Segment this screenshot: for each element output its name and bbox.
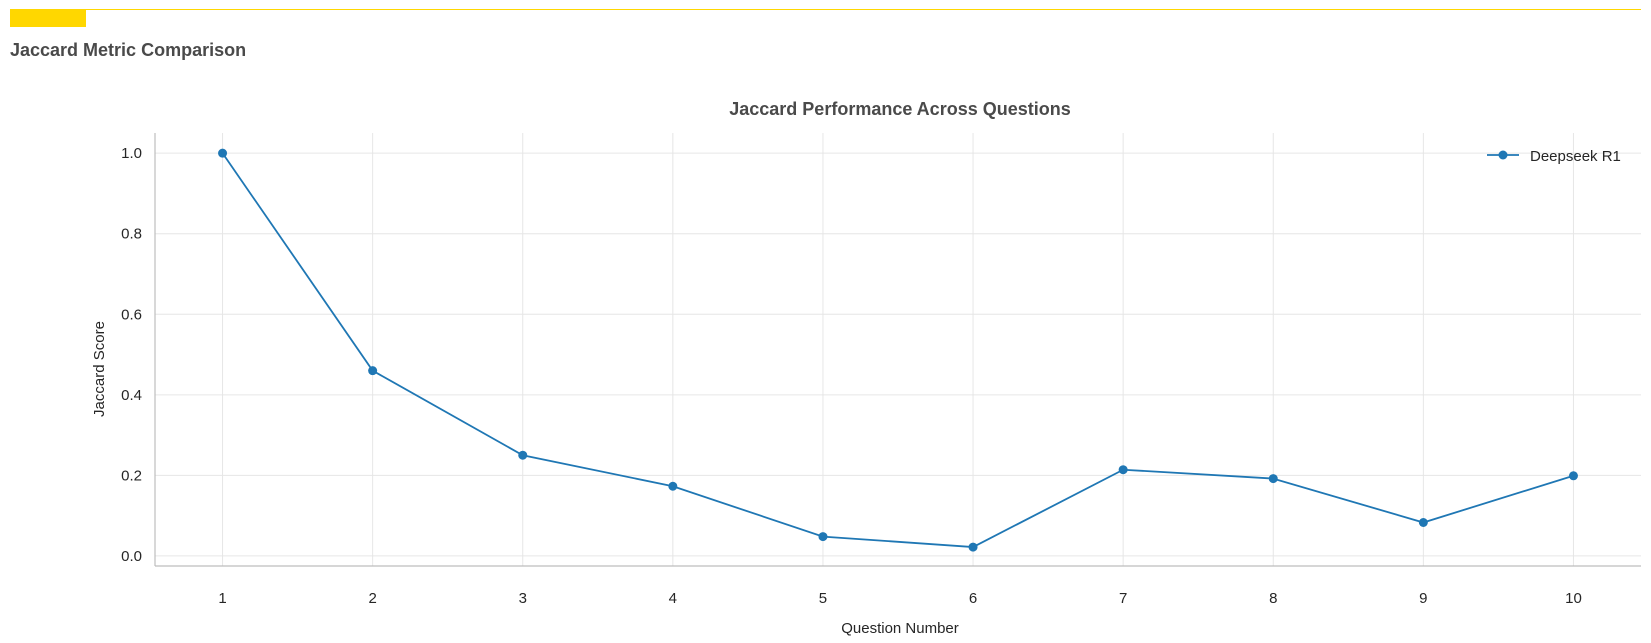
data-point <box>518 450 528 460</box>
accent-divider <box>86 9 1641 10</box>
data-point <box>368 366 378 376</box>
legend-label: Deepseek R1 <box>1530 148 1621 165</box>
page-title: Jaccard Metric Comparison <box>10 40 247 60</box>
x-axis-label: Question Number <box>841 620 959 637</box>
x-tick-label: 2 <box>368 590 376 607</box>
chart-axes: 1 2 3 4 5 6 7 8 9 10 0.0 0.2 0.4 0.6 0.8 1.0 <box>121 133 1641 607</box>
x-tick-label: 3 <box>519 590 527 607</box>
data-point <box>968 542 978 552</box>
y-tick-label: 0.8 <box>121 226 142 243</box>
data-point <box>1268 474 1278 484</box>
data-point <box>668 481 678 491</box>
x-tick-label: 1 <box>218 590 226 607</box>
data-point <box>1118 465 1128 475</box>
data-point <box>1418 517 1428 527</box>
y-axis-label: Jaccard Score <box>91 321 108 417</box>
y-tick-label: 0.6 <box>121 306 142 323</box>
y-tick-label: 1.0 <box>121 145 142 162</box>
x-tick-label: 9 <box>1419 590 1427 607</box>
legend-marker <box>1498 150 1508 160</box>
y-tick-label: 0.2 <box>121 467 142 484</box>
x-tick-label: 5 <box>819 590 827 607</box>
data-point <box>218 148 228 158</box>
x-tick-label: 4 <box>669 590 677 607</box>
x-tick-label: 10 <box>1565 590 1582 607</box>
x-tick-label: 6 <box>969 590 977 607</box>
chart-title: Jaccard Performance Across Questions <box>729 99 1070 119</box>
series-line <box>221 152 1574 548</box>
data-point <box>818 532 828 542</box>
x-tick-label: 7 <box>1119 590 1127 607</box>
y-tick-label: 0.4 <box>121 387 142 404</box>
legend: Deepseek R1 <box>1487 148 1621 165</box>
data-point <box>1568 471 1578 481</box>
y-tick-label: 0.0 <box>121 548 142 565</box>
series-layer <box>218 148 1578 552</box>
grid-lines <box>155 133 1641 566</box>
x-tick-label: 8 <box>1269 590 1277 607</box>
accent-bar <box>10 9 86 27</box>
